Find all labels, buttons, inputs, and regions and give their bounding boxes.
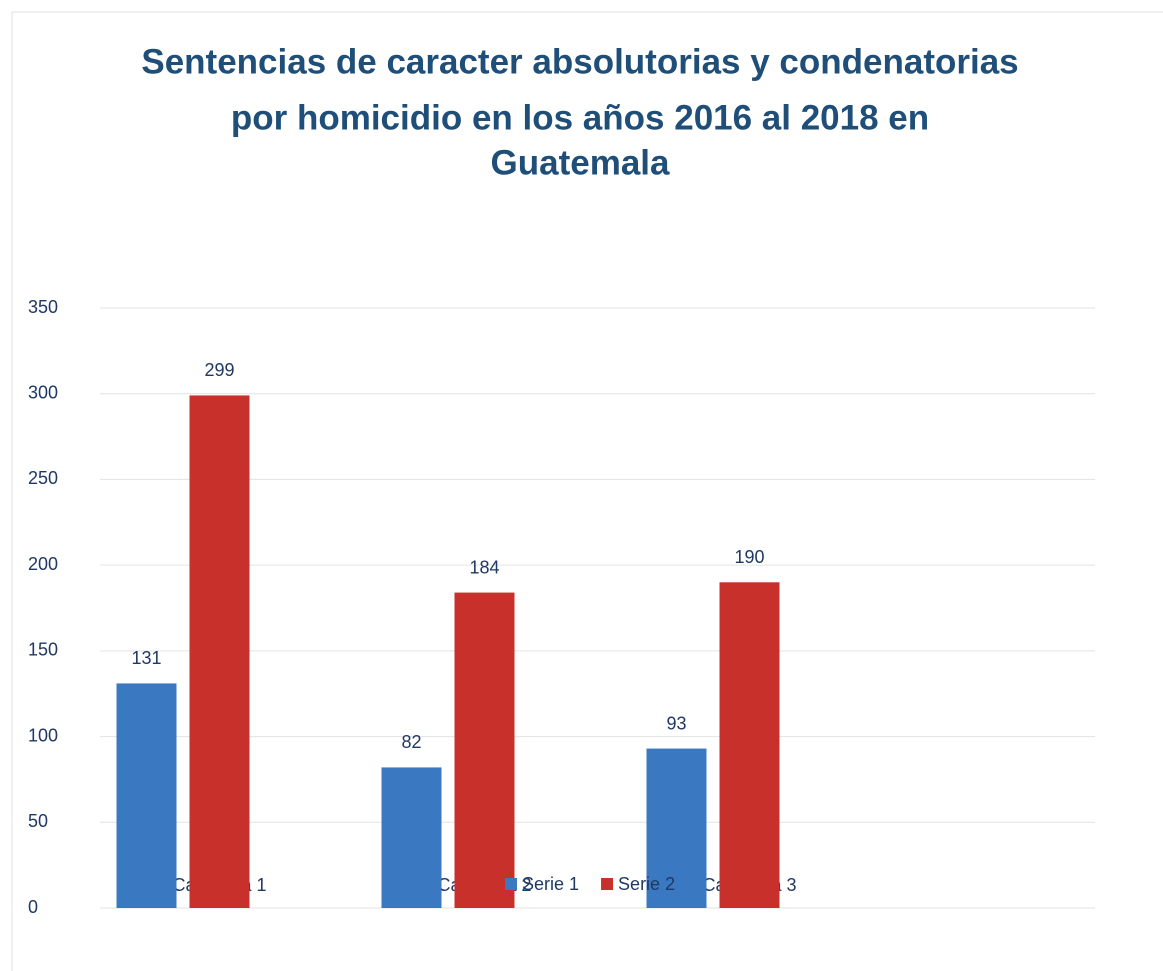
bar [116, 683, 177, 908]
y-tick-label: 350 [28, 297, 58, 317]
data-label: 190 [734, 547, 764, 567]
bar [454, 592, 515, 908]
data-label: 93 [666, 713, 686, 733]
y-tick-label: 300 [28, 382, 58, 402]
legend-swatch [505, 878, 517, 890]
data-label: 299 [204, 360, 234, 380]
y-tick-label: 150 [28, 640, 58, 660]
bar [719, 582, 780, 908]
legend-label: Serie 2 [618, 874, 675, 894]
chart-border [11, 11, 1163, 971]
bar [646, 748, 707, 908]
y-tick-label: 50 [28, 811, 48, 831]
chart-title-line: Guatemala [491, 143, 670, 182]
y-tick-label: 0 [28, 897, 38, 917]
bar [189, 395, 250, 908]
data-label: 184 [469, 557, 499, 577]
legend-label: Serie 1 [522, 874, 579, 894]
y-tick-label: 200 [28, 554, 58, 574]
y-tick-label: 250 [28, 468, 58, 488]
data-label: 82 [401, 732, 421, 752]
data-label: 131 [131, 648, 161, 668]
chart-title-line: Sentencias de caracter absolutorias y co… [141, 42, 1018, 81]
y-tick-label: 100 [28, 725, 58, 745]
bar [381, 767, 442, 908]
chart-title-line: por homicidio en los años 2016 al 2018 e… [231, 98, 929, 137]
legend-swatch [601, 878, 614, 890]
